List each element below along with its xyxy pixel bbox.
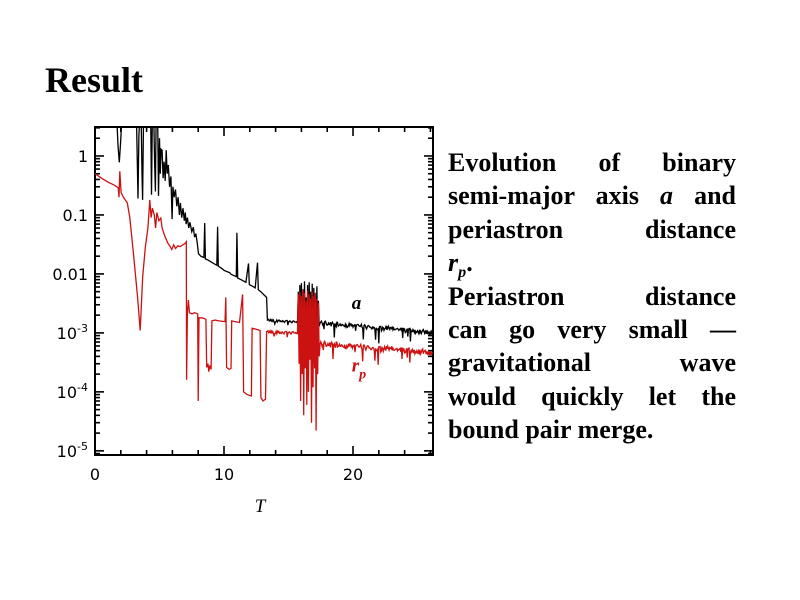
description-line: Evolution of binary bbox=[448, 146, 736, 179]
slide-title: Result bbox=[45, 60, 143, 100]
series-a-label: a bbox=[352, 293, 362, 314]
description-text: Evolution of binary bbox=[448, 148, 736, 177]
y-tick-label: 0.01 bbox=[52, 265, 88, 284]
description-text: Periastron distance bbox=[448, 281, 736, 311]
description-line: would quickly let the bbox=[448, 380, 736, 413]
y-tick-label: 10-3 bbox=[57, 322, 88, 343]
description-text: semi-major axis bbox=[448, 181, 661, 211]
description-line: Periastron distance bbox=[448, 280, 736, 313]
description-text: . bbox=[466, 248, 473, 278]
y-tick-label: 10-5 bbox=[57, 440, 88, 461]
series-a-line bbox=[116, 127, 433, 375]
series-r-label: rp bbox=[352, 355, 366, 382]
description-text: and bbox=[673, 181, 736, 211]
x-tick-label: 20 bbox=[343, 465, 363, 484]
y-tick-label: 10-4 bbox=[57, 381, 88, 402]
description-text: can go very small — bbox=[448, 315, 736, 345]
y-tick-label: 0.1 bbox=[63, 206, 88, 225]
description: Evolution of binary semi-major axis a and… bbox=[448, 146, 736, 447]
description-line: rp. bbox=[448, 246, 736, 282]
x-tick-label: 10 bbox=[214, 465, 234, 484]
math-symbol: a bbox=[660, 181, 674, 211]
description-text: would quickly let the bbox=[448, 381, 736, 411]
description-line: gravitational wave bbox=[448, 346, 736, 379]
description-line: bound pair merge. bbox=[448, 413, 736, 446]
x-tick-label: 0 bbox=[90, 465, 100, 484]
description-text: bound pair merge. bbox=[448, 415, 654, 445]
x-axis-label: T bbox=[255, 496, 267, 517]
math-symbol: rp bbox=[448, 248, 467, 282]
description-text: periastron distance bbox=[448, 214, 736, 244]
series-r-line bbox=[95, 171, 433, 431]
y-tick-label: 1 bbox=[78, 147, 88, 166]
description-line: periastron distance bbox=[448, 213, 736, 246]
description-line: can go very small — bbox=[448, 313, 736, 346]
description-line: semi-major axis a and bbox=[448, 179, 736, 212]
description-text: gravitational wave bbox=[448, 348, 736, 378]
plot-frame bbox=[94, 126, 434, 456]
